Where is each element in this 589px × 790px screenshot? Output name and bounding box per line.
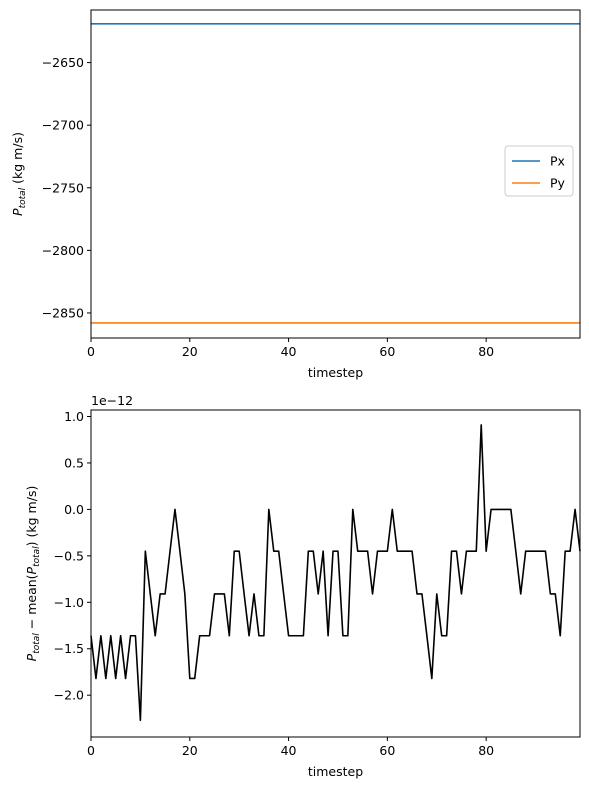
momentum-x-ticks: 0 20 40 60 80 xyxy=(87,338,494,359)
deviation-y-tick-label: 1.0 xyxy=(64,409,84,424)
deviation-y-tick-label: −0.5 xyxy=(54,548,84,563)
momentum-y-label-subscript: total xyxy=(18,187,28,208)
deviation-series-group xyxy=(90,424,581,722)
deviation-x-tick-label: 60 xyxy=(379,743,395,758)
momentum-y-ticks: −2650 −2700 −2750 −2800 −2850 xyxy=(42,55,91,320)
momentum-x-axis-label: timestep xyxy=(308,365,363,380)
deviation-y-tick-label: 0.5 xyxy=(64,455,84,470)
momentum-panel: 0 20 40 60 80 −2650 −2700 −2750 −2800 −2850 time… xyxy=(10,9,581,380)
deviation-y-tick-label: −2.0 xyxy=(54,688,84,703)
deviation-y-label-symbol-1: P xyxy=(24,653,39,661)
momentum-x-tick-label: 20 xyxy=(182,344,198,359)
deviation-y-tick-label: −1.0 xyxy=(54,595,84,610)
deviation-y-label-unit: ) (kg m/s) xyxy=(24,486,39,547)
deviation-x-tick-label: 40 xyxy=(281,743,297,758)
deviation-axes-frame xyxy=(90,409,581,738)
deviation-y-tick-label: −1.5 xyxy=(54,641,84,656)
momentum-axes-frame xyxy=(90,9,581,339)
momentum-x-tick-label: 40 xyxy=(281,344,297,359)
momentum-y-tick-label: −2850 xyxy=(42,305,84,320)
momentum-y-label-symbol: P xyxy=(10,208,25,216)
momentum-y-label-unit: (kg m/s) xyxy=(10,132,25,188)
deviation-y-tick-label: 0.0 xyxy=(64,502,84,517)
momentum-y-tick-label: −2650 xyxy=(42,55,84,70)
deviation-x-ticks: 0 20 40 60 80 xyxy=(87,737,494,758)
momentum-y-tick-label: −2700 xyxy=(42,118,84,133)
deviation-y-axis-label: Ptotal − mean(Ptotal) (kg m/s) xyxy=(24,486,42,662)
deviation-x-tick-label: 0 xyxy=(87,743,95,758)
momentum-y-tick-label: −2750 xyxy=(42,180,84,195)
deviation-y-label-symbol-2: P xyxy=(24,566,39,574)
deviation-y-label-subscript-2: total xyxy=(32,546,42,567)
momentum-series-group xyxy=(91,22,580,324)
momentum-y-axis-label: Ptotal (kg m/s) xyxy=(10,132,28,216)
legend-label-px: Px xyxy=(550,154,565,169)
deviation-y-label-subscript-1: total xyxy=(32,633,42,654)
deviation-x-tick-label: 80 xyxy=(478,743,494,758)
deviation-y-ticks: 1.0 0.5 0.0 −0.5 −1.0 −1.5 −2.0 xyxy=(54,409,91,703)
momentum-x-tick-label: 0 xyxy=(87,344,95,359)
legend-label-py: Py xyxy=(550,176,566,191)
deviation-panel: 0 20 40 60 80 1.0 0.5 0.0 −0.5 −1.0 −1.5 −2.0 1e−1… xyxy=(24,393,581,779)
deviation-y-offset-text: 1e−12 xyxy=(91,393,133,408)
momentum-x-tick-label: 60 xyxy=(379,344,395,359)
series-line-deviation xyxy=(90,424,581,722)
momentum-y-tick-label: −2800 xyxy=(42,243,84,258)
momentum-x-tick-label: 80 xyxy=(478,344,494,359)
momentum-legend: Px Py xyxy=(504,145,574,197)
deviation-x-axis-label: timestep xyxy=(308,764,363,779)
deviation-y-label-mean: − mean( xyxy=(24,574,39,633)
deviation-x-tick-label: 20 xyxy=(182,743,198,758)
